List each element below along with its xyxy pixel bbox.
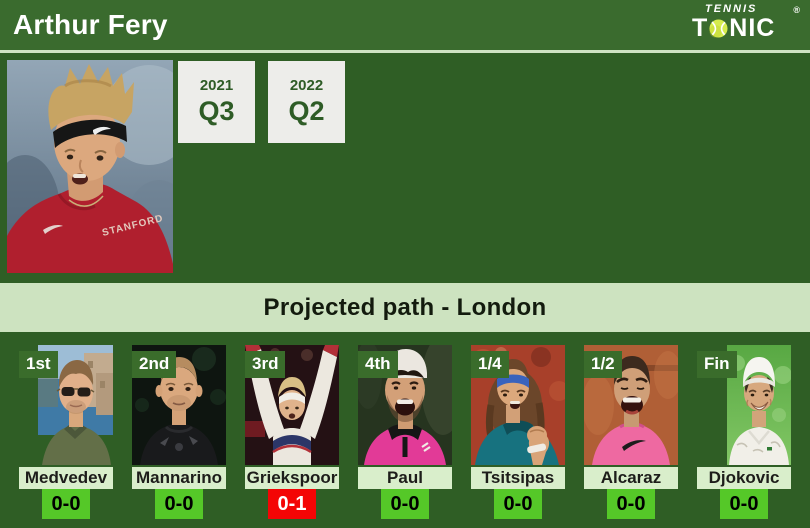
stat-box-2022: 2022 Q2 bbox=[268, 61, 345, 143]
head-to-head-score: 0-0 bbox=[720, 489, 768, 519]
head-to-head-score: 0-1 bbox=[268, 489, 316, 519]
arthur-fery-portrait-art: STANFORD bbox=[7, 60, 173, 273]
opponent-card-griekspoor: 3rd Griekspoor 0-1 bbox=[245, 345, 339, 528]
tennis-ball-icon bbox=[709, 18, 728, 38]
opponent-photo: 4th bbox=[358, 345, 452, 465]
page-title: Arthur Fery bbox=[13, 9, 168, 40]
medvedev-portrait-art bbox=[38, 345, 113, 465]
opponent-photo: 3rd bbox=[245, 345, 339, 465]
opponent-name: Medvedev bbox=[19, 467, 113, 489]
projected-path-cards: 1st Medvedev 0-0 bbox=[0, 332, 810, 528]
round-badge: Fin bbox=[697, 351, 737, 379]
tennis-tonic-logo[interactable]: TENNIS T NIC ® bbox=[692, 3, 800, 42]
registered-mark: ® bbox=[793, 5, 800, 15]
opponent-name: Alcaraz bbox=[584, 467, 678, 489]
mannarino-portrait-art bbox=[132, 345, 226, 465]
logo-letters-nic: NIC bbox=[729, 14, 776, 42]
opponent-photo: 1/2 bbox=[584, 345, 678, 465]
round-badge: 1st bbox=[19, 351, 58, 379]
paul-portrait-art bbox=[358, 345, 452, 465]
logo-letter-t: T bbox=[692, 14, 709, 42]
header-divider bbox=[0, 50, 810, 53]
opponent-photo: 1/4 bbox=[471, 345, 565, 465]
head-to-head-score: 0-0 bbox=[381, 489, 429, 519]
arthur-fery-photo: STANFORD bbox=[7, 60, 173, 273]
round-badge: 1/4 bbox=[471, 351, 509, 379]
stat-year: 2022 bbox=[289, 77, 324, 94]
opponent-card-djokovic: Fin Djokovic 0-0 bbox=[697, 345, 791, 528]
head-to-head-score: 0-0 bbox=[607, 489, 655, 519]
projected-path-band: Projected path - London bbox=[0, 283, 810, 332]
opponent-card-mannarino: 2nd Mannarino 0-0 bbox=[132, 345, 226, 528]
round-badge: 3rd bbox=[245, 351, 286, 379]
head-to-head-score: 0-0 bbox=[42, 489, 90, 519]
opponent-photo: 2nd bbox=[132, 345, 226, 465]
stat-result: Q3 bbox=[198, 96, 235, 126]
logo-word-tonic: T NIC bbox=[692, 14, 796, 42]
opponent-photo: Fin bbox=[697, 345, 791, 465]
opponent-name: Mannarino bbox=[132, 467, 226, 489]
stat-box-2021: 2021 Q3 bbox=[178, 61, 255, 143]
round-badge: 4th bbox=[358, 351, 398, 379]
head-to-head-score: 0-0 bbox=[155, 489, 203, 519]
opponent-card-paul: 4th Paul 0-0 bbox=[358, 345, 452, 528]
header: Arthur Fery TENNIS T NIC ® bbox=[0, 0, 810, 50]
stat-year: 2021 bbox=[199, 77, 234, 94]
round-badge: 2nd bbox=[132, 351, 177, 379]
djokovic-portrait-art bbox=[727, 345, 791, 465]
opponent-card-medvedev: 1st Medvedev 0-0 bbox=[19, 345, 113, 528]
head-to-head-score: 0-0 bbox=[494, 489, 542, 519]
opponent-name: Tsitsipas bbox=[471, 467, 565, 489]
projected-path-title: Projected path - London bbox=[263, 293, 547, 321]
opponent-name: Djokovic bbox=[697, 467, 791, 489]
alcaraz-portrait-art bbox=[584, 345, 678, 465]
opponent-name: Griekspoor bbox=[245, 467, 339, 489]
opponent-card-tsitsipas: 1/4 Tsitsipas 0-0 bbox=[471, 345, 565, 528]
opponent-name: Paul bbox=[358, 467, 452, 489]
logo-word-tennis: TENNIS bbox=[705, 3, 758, 15]
opponent-photo: 1st bbox=[19, 345, 113, 465]
stat-result: Q2 bbox=[288, 96, 325, 126]
round-badge: 1/2 bbox=[584, 351, 622, 379]
opponent-card-alcaraz: 1/2 Alcaraz 0-0 bbox=[584, 345, 678, 528]
